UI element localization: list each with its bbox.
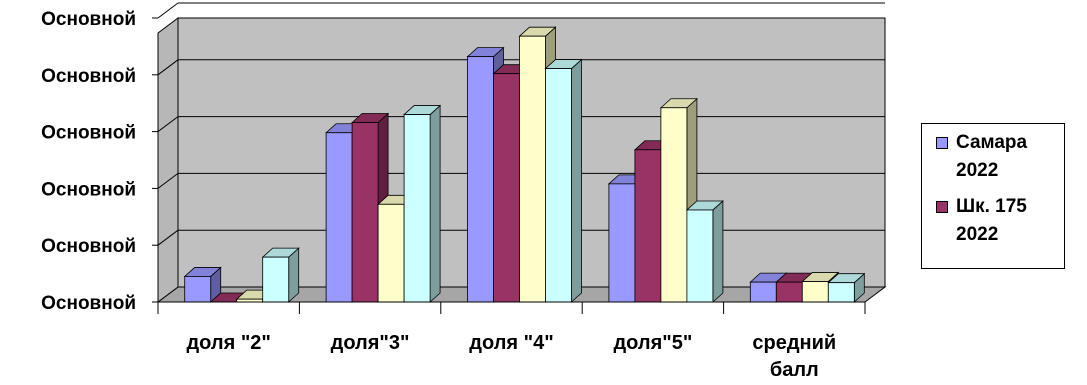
legend-label-samara-line2: 2022	[956, 160, 999, 181]
bar-side	[712, 200, 724, 303]
bar	[685, 200, 724, 303]
legend: Самара 2022 Шк. 175 2022	[921, 123, 1065, 269]
x-tick-label: доля "4"	[469, 332, 553, 354]
bar-front	[403, 114, 431, 303]
gridline-side	[157, 2, 179, 19]
y-tick-label: Основной	[41, 66, 136, 87]
x-tick-label: балл	[770, 359, 819, 381]
legend-item-school: Шк. 175 2022	[936, 193, 1064, 249]
x-tick-label: доля "2"	[186, 332, 270, 354]
bar-front	[827, 282, 855, 303]
y-tick-label: Основной	[41, 179, 136, 200]
legend-label-school-line1: Шк. 175	[956, 196, 1027, 217]
bar-front	[351, 122, 379, 303]
y-axis: Основной Основной Основной Основной Основной…	[41, 9, 159, 314]
bar-front	[325, 132, 353, 303]
x-tick-label: средний	[752, 332, 836, 354]
bar-front	[686, 209, 714, 303]
bar-front	[467, 56, 494, 303]
x-tick-label: доля"5"	[613, 332, 692, 354]
bar-side	[571, 58, 582, 303]
y-tick-label: Основной	[41, 123, 136, 144]
bar-front	[519, 35, 546, 303]
plot-side-wall	[157, 17, 179, 303]
bar-front	[749, 281, 777, 303]
bar-front	[634, 149, 662, 303]
gridline-side	[157, 172, 179, 189]
bar-side	[429, 104, 441, 303]
bar-front	[184, 276, 212, 303]
gridline-side	[157, 229, 179, 246]
x-axis: доля "2" доля"3" доля "4" доля"5" средний бал…	[157, 301, 866, 381]
y-tick-label: Основной	[41, 236, 136, 257]
gridline-side	[157, 59, 179, 76]
bar	[544, 58, 583, 303]
bar-front	[775, 281, 803, 303]
bar	[183, 266, 222, 303]
bar-front	[377, 203, 405, 303]
bar-front	[660, 107, 688, 303]
bar	[261, 247, 300, 303]
y-tick-label: Основной	[41, 293, 136, 314]
legend-item-samara: Самара 2022	[936, 129, 1064, 185]
legend-label-school-line2: 2022	[956, 224, 999, 245]
legend-label-samara-line1: Самара	[956, 132, 1028, 153]
x-tick-label: доля"3"	[331, 332, 410, 354]
legend-swatch-samara	[936, 137, 948, 149]
bar-front	[608, 183, 636, 303]
bars	[183, 26, 866, 303]
gridline-side	[157, 116, 179, 133]
legend-swatch-school	[936, 201, 948, 213]
bar-front	[493, 73, 520, 303]
bar-front	[545, 68, 572, 303]
bar-front	[801, 281, 829, 303]
bar-front	[262, 256, 290, 303]
y-tick-label: Основной	[41, 9, 136, 30]
bar	[403, 104, 442, 303]
bar	[827, 272, 866, 303]
